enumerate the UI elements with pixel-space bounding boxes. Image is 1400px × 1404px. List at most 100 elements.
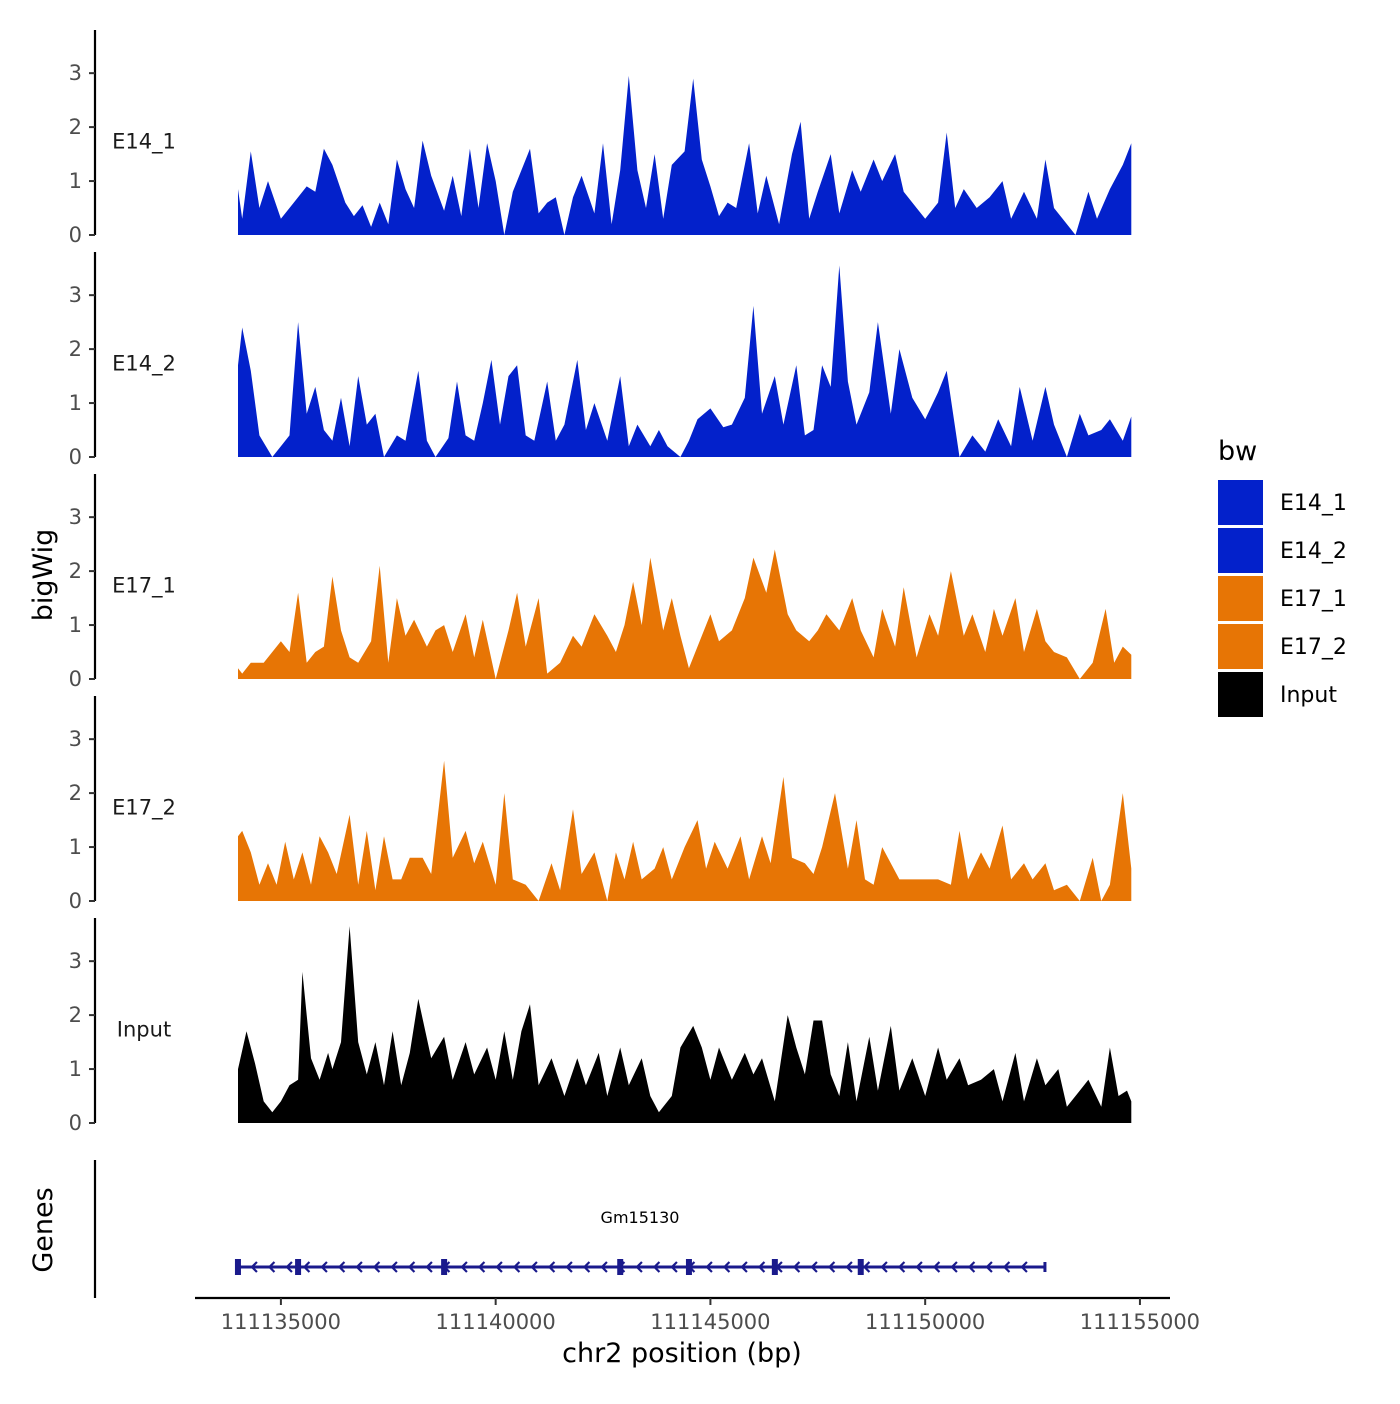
strand-arrow [845,1261,853,1273]
strand-arrow [757,1261,766,1273]
strand-arrow [512,1261,521,1273]
exon-mark [771,1259,778,1275]
y-tick-label: 0 [69,1111,82,1135]
strand-arrow [390,1261,398,1273]
strand-arrow [880,1261,888,1273]
y-tick-label: 3 [69,727,82,751]
x-axis-title: chr2 position (bp) [562,1338,802,1369]
legend-key-Input [1218,672,1263,717]
strand-arrow [267,1261,276,1273]
y-tick-label: 2 [69,1003,82,1027]
x-tick-label: 111135000 [221,1310,341,1334]
strand-arrow [670,1261,678,1273]
genes-track: Gm15130 [93,1160,1047,1298]
y-tick-label: 0 [69,223,82,247]
strand-arrow [530,1261,538,1273]
gene-name-label: Gm15130 [601,1208,680,1227]
y-tick-label: 3 [69,949,82,973]
area-E17_1 [238,549,1132,679]
y-tick-label: 2 [69,337,82,361]
panel-Input: 0 1 2 3 Input [69,918,1132,1135]
strand-arrow [302,1261,311,1273]
legend-key-E14_1 [1218,480,1263,525]
y-tick-label: 3 [69,61,82,85]
exon-mark [441,1259,448,1275]
legend-label: E14_2 [1280,539,1347,564]
y-tick-label: 1 [69,169,82,193]
strand-arrow [285,1261,293,1273]
track-label: Input [117,1018,171,1042]
strand-arrow [862,1261,871,1273]
strand-arrow [810,1261,818,1273]
track-label: E14_2 [112,352,176,377]
strand-arrow [635,1261,643,1273]
x-axis: 111135000 111140000 111145000 111150000 1111… [195,1296,1200,1334]
legend-label: E14_1 [1280,491,1347,516]
strand-arrow [897,1261,906,1273]
y-tick-label: 0 [69,889,82,913]
strand-arrow [740,1261,748,1273]
exon-mark [295,1259,302,1275]
legend-label: E17_1 [1280,587,1347,612]
strand-arrow [320,1261,328,1273]
strand-arrow [460,1261,468,1273]
x-tick-label: 111145000 [650,1310,770,1334]
y-tick-label: 1 [69,835,82,859]
y-tick-label: 1 [69,613,82,637]
strand-arrow [985,1261,993,1273]
panel-E17_2: 0 1 2 3 E17_2 [69,696,1132,913]
y-tick-label: 2 [69,559,82,583]
y-tick-label: 1 [69,391,82,415]
y-tick-label: 0 [69,445,82,469]
y-tick-label: 1 [69,1057,82,1081]
y-tick-label: 0 [69,667,82,691]
strand-arrow [792,1261,801,1273]
exon-mark [857,1259,864,1275]
strand-arrow [477,1261,486,1273]
panel-E17_1: 0 1 2 3 E17_1 [69,474,1132,691]
exon-mark [234,1259,241,1275]
panel-E14_1: 0 1 2 3 E14_1 [69,30,1132,247]
legend-title: bw [1218,436,1257,467]
legend-key-E17_2 [1218,624,1263,669]
y-tick-label: 2 [69,781,82,805]
x-tick-label: 111155000 [1080,1310,1200,1334]
legend-label: E17_2 [1280,635,1347,660]
strand-arrow [425,1261,433,1273]
strand-arrow [1002,1261,1011,1273]
x-tick-label: 111140000 [436,1310,556,1334]
strand-arrow [722,1261,731,1273]
strand-arrow [967,1261,976,1273]
y-tick-label: 2 [69,115,82,139]
area-Input [238,926,1132,1123]
strand-arrow [915,1261,923,1273]
area-E17_2 [238,760,1132,901]
panel-E14_2: 0 1 2 3 E14_2 [69,252,1132,469]
strand-arrow [547,1261,556,1273]
strand-arrow [565,1261,573,1273]
strand-arrow [372,1261,381,1273]
y-axis-title: bigWig [28,529,59,622]
gene-end-mark [1043,1262,1047,1272]
y-tick-label: 3 [69,505,82,529]
strand-arrow [355,1261,363,1273]
exon-mark [685,1259,692,1275]
strand-arrow [827,1261,836,1273]
strand-arrow [582,1261,591,1273]
exon-mark [617,1259,624,1275]
strand-arrow [600,1261,608,1273]
area-E14_2 [238,265,1132,457]
legend-key-E17_1 [1218,576,1263,621]
track-label: E17_2 [112,796,176,821]
strand-arrow [652,1261,661,1273]
strand-arrow [495,1261,503,1273]
legend-label: Input [1280,683,1337,708]
strand-arrow [407,1261,416,1273]
legend-key-E14_2 [1218,528,1263,573]
track-panels: 0 1 2 3 E14_1 0 1 2 3 E14_2 0 1 2 3 E17_1 0 1 2 3 E17_2 0 1 2 3… [69,30,1132,1135]
track-label: E14_1 [112,130,176,155]
strand-arrow [250,1261,258,1273]
strand-arrow [337,1261,346,1273]
strand-arrow [1020,1261,1028,1273]
x-tick-label: 111150000 [865,1310,985,1334]
